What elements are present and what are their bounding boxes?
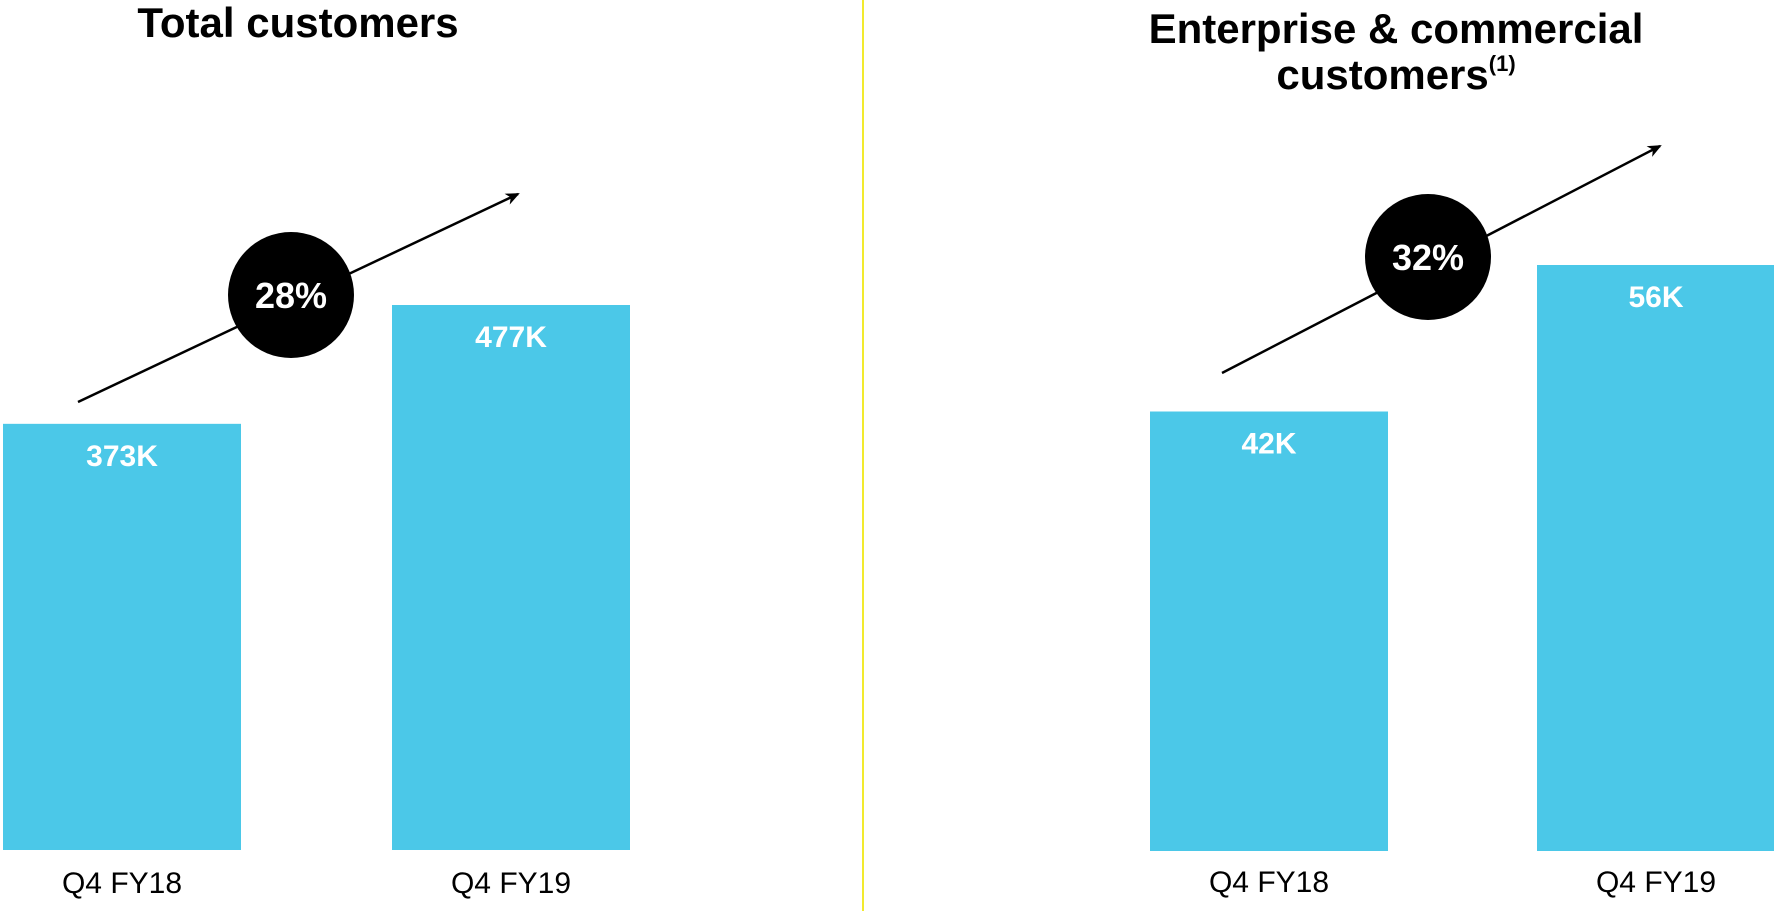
bar-value-label: 477K [475,321,547,354]
chart-plot: 42K Q4 FY18 56K Q4 FY19 32% [1150,144,1774,899]
chart-plot: 373K Q4 FY18 477K Q4 FY19 28% [3,192,630,900]
bar-value-label: 56K [1628,281,1683,314]
bar-value-label: 373K [86,440,158,473]
growth-badge [1365,194,1491,320]
panel-divider [862,0,864,911]
growth-percent-label: 32% [1392,237,1464,278]
bar-q4-fy19 [392,305,630,850]
bar-value-label: 42K [1241,428,1296,461]
chart-title: Enterprise & commercial customers(1) [1096,5,1696,99]
bar-q4-fy18 [1150,411,1388,851]
bar-q4-fy19 [1537,265,1774,851]
chart-panel-enterprise-customers: Enterprise & commercial customers(1) 42K… [866,0,1774,911]
x-tick-label: Q4 FY18 [62,867,182,900]
growth-percent-label: 28% [255,275,327,316]
chart-title-text: Enterprise & commercial customers [1148,5,1644,99]
chart-title-text: Total customers [137,0,459,46]
growth-badge [228,232,354,358]
chart-title-footnote: (1) [1488,51,1516,77]
chart-panel-total-customers: Total customers 373K Q4 FY18 477K Q4 FY19 28… [0,0,860,911]
bar-q4-fy18 [3,423,241,850]
chart-title: Total customers [0,0,596,46]
x-tick-label: Q4 FY19 [451,867,571,900]
x-tick-label: Q4 FY18 [1209,866,1329,899]
x-tick-label: Q4 FY19 [1596,866,1716,899]
